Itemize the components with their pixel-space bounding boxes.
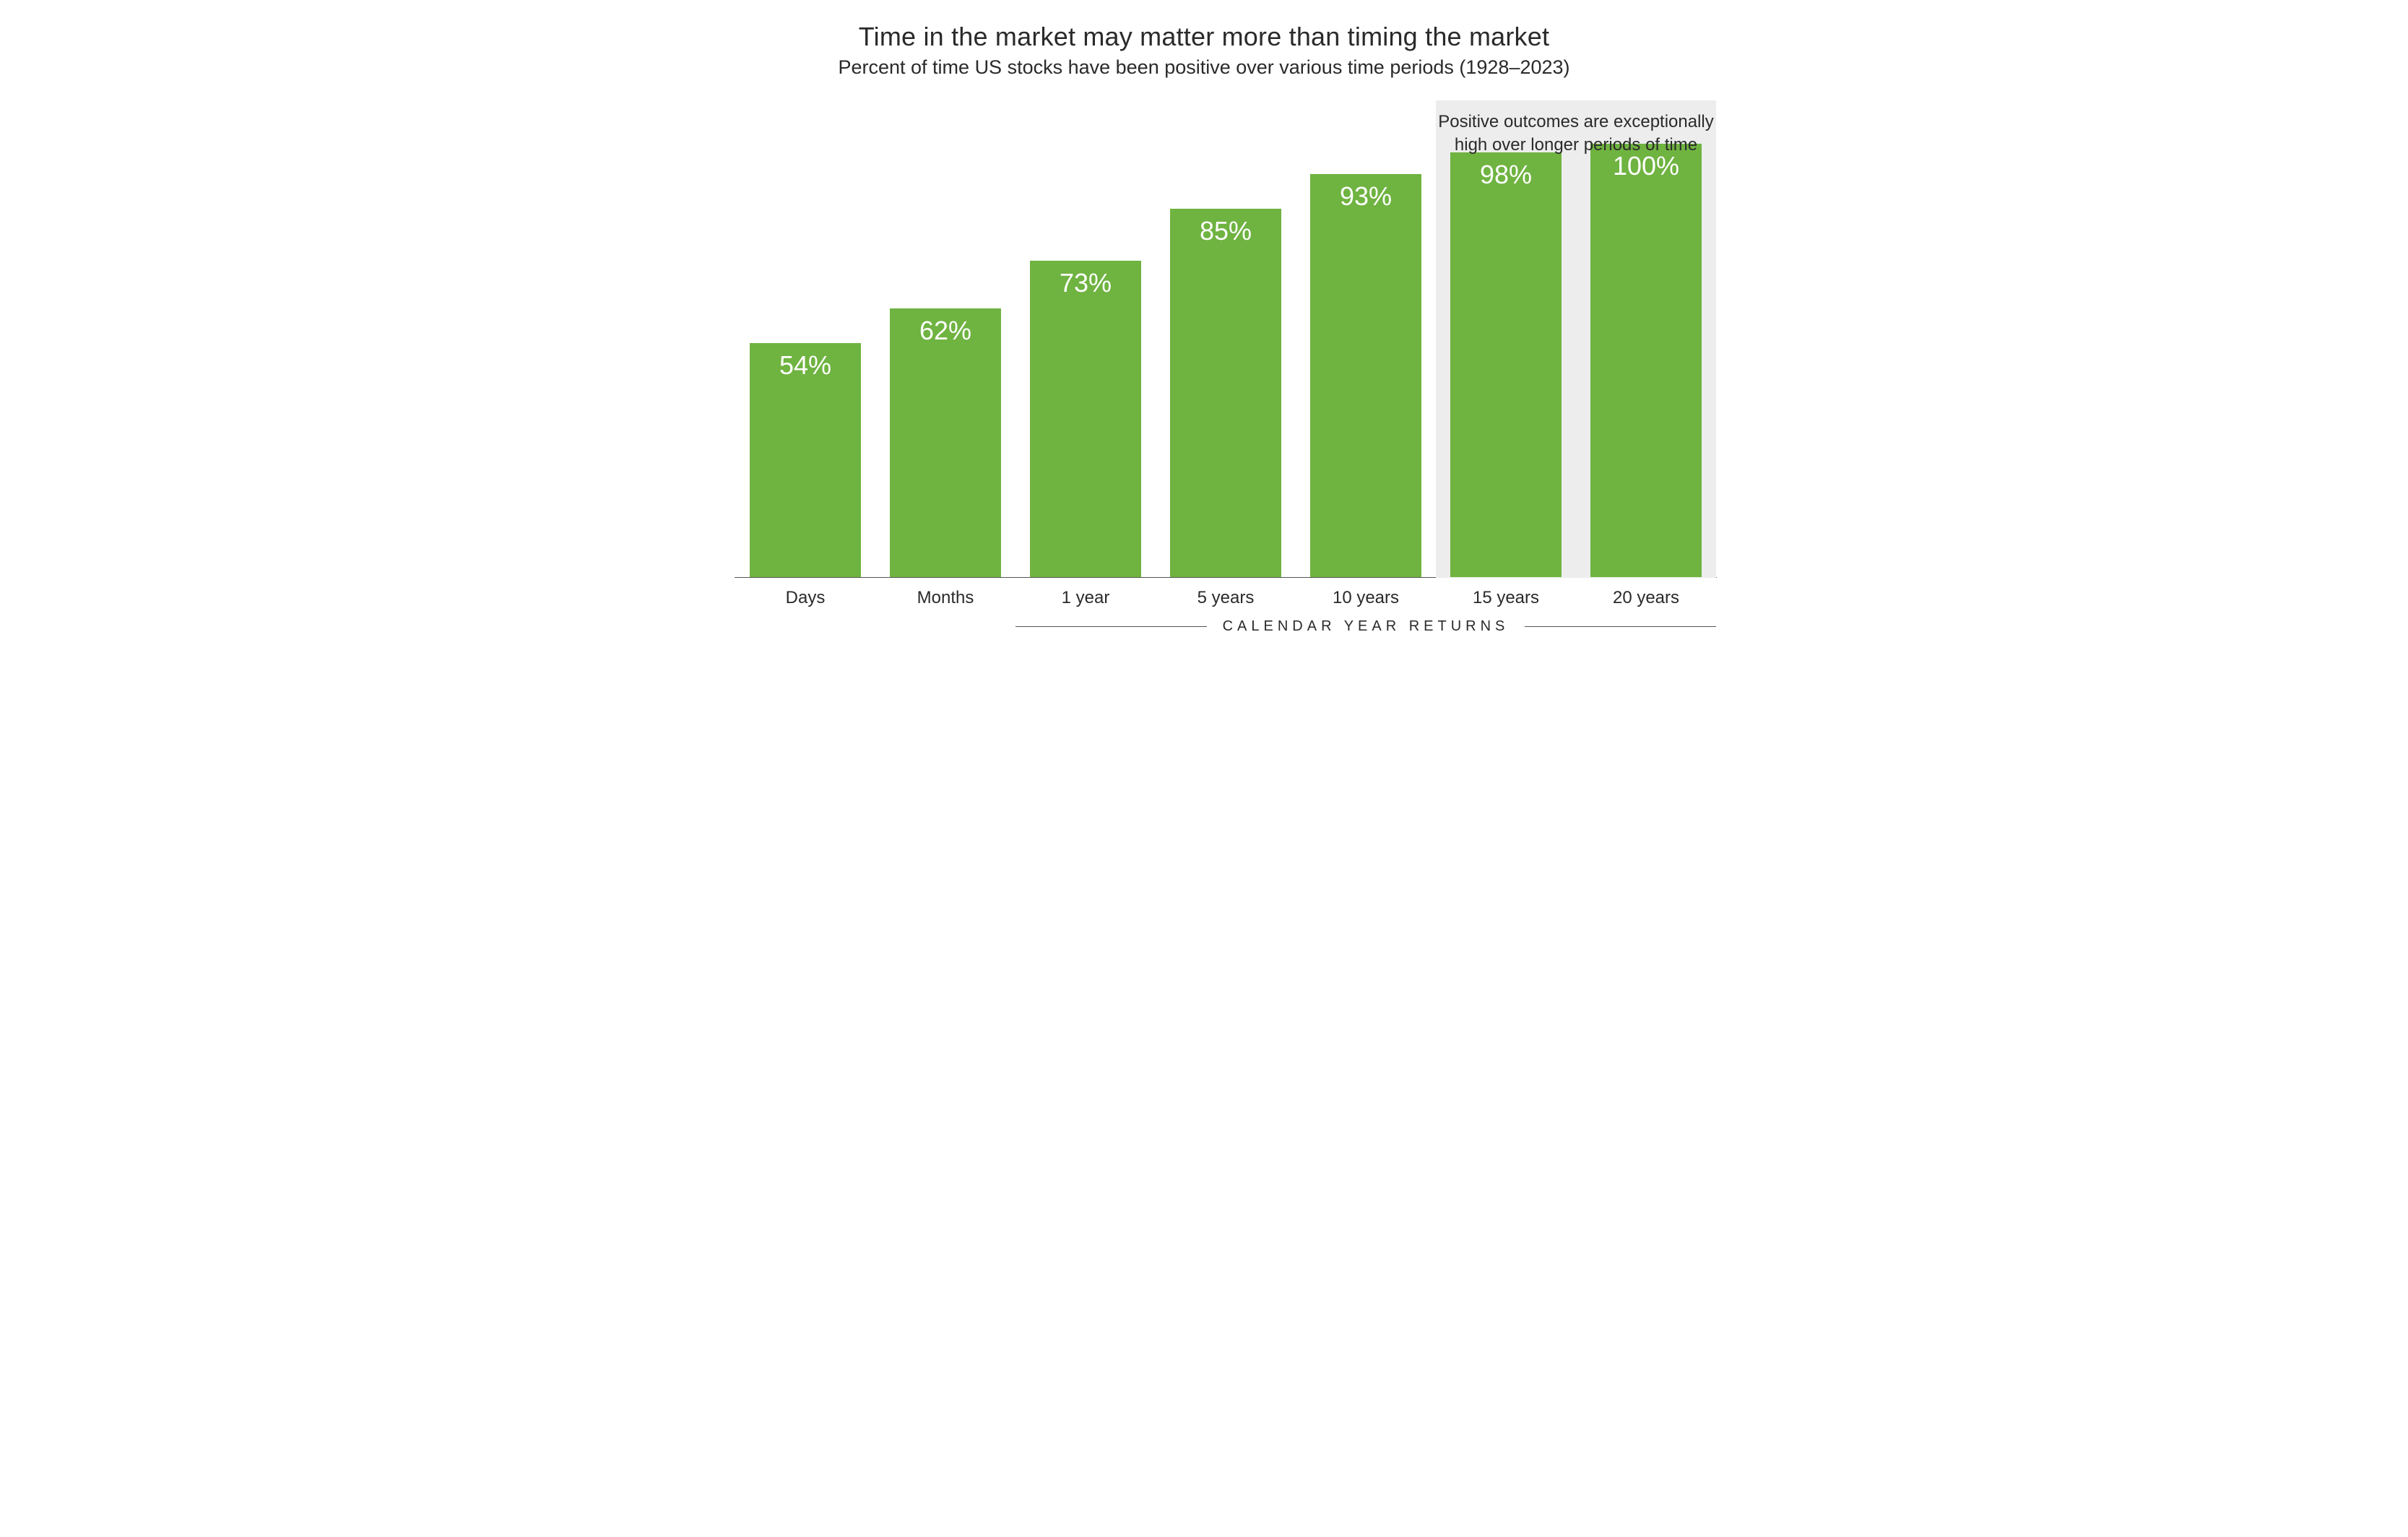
x-tick-label: Days bbox=[735, 588, 875, 608]
bars-layer: 54% 62% 73% 85% 93% 98% 100% bbox=[735, 100, 1717, 577]
x-axis: CALENDAR YEAR RETURNS DaysMonths1 year5 … bbox=[735, 578, 1673, 643]
sub-axis: CALENDAR YEAR RETURNS bbox=[1015, 618, 1716, 635]
bar: 93% bbox=[1310, 174, 1421, 577]
chart-container: Time in the market may matter more than … bbox=[677, 0, 1731, 672]
bar-value-label: 85% bbox=[1170, 216, 1281, 246]
bar-value-label: 93% bbox=[1310, 181, 1421, 212]
bar: 62% bbox=[890, 308, 1001, 577]
sub-axis-line-left bbox=[1015, 626, 1207, 627]
sub-axis-line-right bbox=[1525, 626, 1716, 627]
highlight-callout: Positive outcomes are exceptionally high… bbox=[1436, 111, 1716, 157]
bar-value-label: 98% bbox=[1450, 160, 1562, 190]
x-tick-label: 1 year bbox=[1015, 588, 1156, 608]
x-tick-label: 20 years bbox=[1576, 588, 1716, 608]
bar: 100% bbox=[1590, 144, 1702, 577]
chart-subtitle: Percent of time US stocks have been posi… bbox=[698, 56, 1710, 79]
chart-plot-area: Positive outcomes are exceptionally high… bbox=[735, 100, 1717, 578]
x-tick-label: Months bbox=[875, 588, 1015, 608]
bar-value-label: 54% bbox=[750, 350, 861, 381]
x-tick-label: 10 years bbox=[1296, 588, 1436, 608]
bar: 54% bbox=[750, 343, 861, 577]
x-tick-label: 5 years bbox=[1156, 588, 1296, 608]
bar: 73% bbox=[1030, 261, 1141, 577]
x-tick-label: 15 years bbox=[1436, 588, 1576, 608]
bar: 85% bbox=[1170, 209, 1281, 577]
chart-title: Time in the market may matter more than … bbox=[698, 22, 1710, 52]
bar-value-label: 73% bbox=[1030, 268, 1141, 298]
bar: 98% bbox=[1450, 152, 1562, 577]
sub-axis-label: CALENDAR YEAR RETURNS bbox=[1220, 618, 1512, 635]
bar-value-label: 62% bbox=[890, 316, 1001, 346]
